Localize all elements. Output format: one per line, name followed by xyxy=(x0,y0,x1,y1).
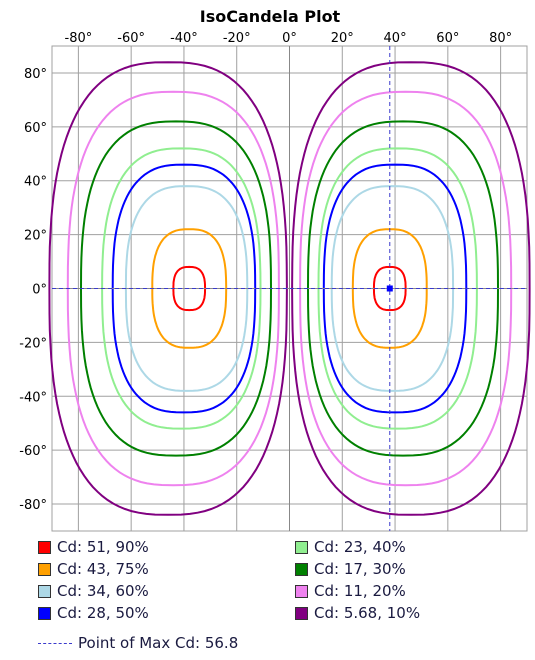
y-tick-label: -60° xyxy=(19,444,47,459)
isocandela-chart: IsoCandela Plot -80° -60° -40° -20° 0° 20° 40°… xyxy=(19,7,531,532)
chart-title: IsoCandela Plot xyxy=(200,7,341,26)
y-tick-label: -20° xyxy=(19,336,47,351)
legend-swatch xyxy=(295,540,308,554)
legend-swatch xyxy=(38,540,51,554)
y-tick-label: 80° xyxy=(24,67,47,82)
y-tick-label: 20° xyxy=(24,229,47,244)
legend-item: Cd: 11, 20% xyxy=(295,582,406,600)
legend-label: Cd: 5.68, 10% xyxy=(314,604,421,622)
legend-label: Cd: 51, 90% xyxy=(57,538,149,556)
y-tick-label: 60° xyxy=(24,121,47,136)
legend-item: Cd: 34, 60% xyxy=(38,582,149,600)
legend-label: Cd: 43, 75% xyxy=(57,560,149,578)
max-point xyxy=(386,285,393,292)
legend-item: Cd: 23, 40% xyxy=(295,538,406,556)
max-point-label: Point of Max Cd: 56.8 xyxy=(78,634,239,652)
legend-label: Cd: 17, 30% xyxy=(314,560,406,578)
max-point-marker xyxy=(52,46,527,531)
legend-label: Cd: 34, 60% xyxy=(57,582,149,600)
legend-label: Cd: 23, 40% xyxy=(314,538,406,556)
legend-swatch xyxy=(295,562,308,576)
y-tick-label: 0° xyxy=(32,283,47,298)
legend-swatch xyxy=(38,562,51,576)
x-tick-label: 0° xyxy=(282,31,297,46)
legend-label: Cd: 28, 50% xyxy=(57,604,149,622)
legend-label: Cd: 11, 20% xyxy=(314,582,406,600)
legend-item: Cd: 17, 30% xyxy=(295,560,406,578)
x-tick-label: 60° xyxy=(436,31,459,46)
legend-item: Cd: 51, 90% xyxy=(38,538,149,556)
legend-swatch xyxy=(38,606,51,620)
legend-swatch xyxy=(295,584,308,598)
legend-swatch xyxy=(38,584,51,598)
tick-labels: -80° -60° -40° -20° 0° 20° 40° 60° 80° 80° 60° 40° 2… xyxy=(19,31,512,513)
legend-item: Cd: 28, 50% xyxy=(38,604,149,622)
dashed-line-icon xyxy=(38,642,72,644)
y-tick-label: -40° xyxy=(19,390,47,405)
legend-swatch xyxy=(295,606,308,620)
y-tick-label: 40° xyxy=(24,175,47,190)
x-tick-label: 80° xyxy=(489,31,512,46)
x-tick-label: -40° xyxy=(170,31,198,46)
legend-item: Cd: 5.68, 10% xyxy=(295,604,420,622)
x-tick-label: -80° xyxy=(65,31,93,46)
legend-item: Cd: 43, 75% xyxy=(38,560,149,578)
x-tick-label: 20° xyxy=(331,31,354,46)
x-tick-label: 40° xyxy=(384,31,407,46)
y-tick-label: -80° xyxy=(19,498,47,513)
x-tick-label: -20° xyxy=(223,31,251,46)
x-tick-label: -60° xyxy=(117,31,145,46)
max-point-legend: Point of Max Cd: 56.8 xyxy=(38,634,238,652)
